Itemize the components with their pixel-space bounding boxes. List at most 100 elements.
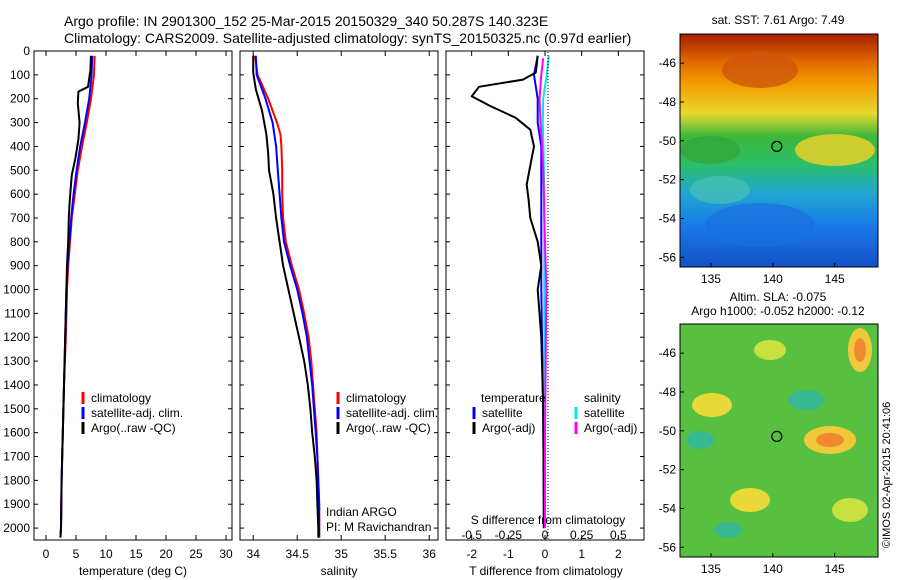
series-line-blue (254, 55, 321, 538)
legend-label-s-argo: Argo(-adj) (584, 421, 637, 435)
difference-legend: temperature salinity satellite Argo(-adj… (472, 391, 637, 435)
legend-label-argo: Argo(..raw -QC) (346, 421, 431, 435)
y-tick-label: 1600 (3, 426, 30, 440)
x-tick-label: -2 (466, 547, 477, 561)
header-line1: Argo profile: IN 2901300_152 25-Mar-2015… (64, 13, 548, 29)
t-difference-axis-label: T difference from climatology (469, 564, 623, 578)
x-tick-label: 34.5 (286, 547, 310, 561)
legend-label-t-argo: Argo(-adj) (482, 421, 535, 435)
sst-map-title: sat. SST: 7.61 Argo: 7.49 (712, 13, 845, 27)
map-y-tick-label: -54 (659, 211, 677, 225)
difference-series (470, 55, 550, 529)
x-tick-label: 34 (247, 547, 261, 561)
map-y-tick-label: -46 (659, 346, 677, 360)
legend-label-argo: Argo(..raw -QC) (91, 421, 176, 435)
map-x-tick-label: 140 (763, 562, 783, 576)
series-line-black (252, 55, 320, 538)
map-x-tick-label: 145 (825, 562, 845, 576)
x-tick-label: 5 (73, 547, 80, 561)
legend-label-satellite: satellite-adj. clim. (91, 406, 183, 420)
sst-cool-patch (690, 176, 750, 204)
annotation-line1: Indian ARGO (326, 505, 397, 519)
x-tick-label: -1 (503, 547, 514, 561)
map-y-tick-label: -54 (659, 501, 677, 515)
legend-label-t-satellite: satellite (482, 406, 523, 420)
y-tick-label: 1000 (3, 283, 30, 297)
s-tick-label: -0.25 (495, 528, 523, 542)
sst-argo-marker (771, 140, 783, 152)
y-tick-label: 1700 (3, 450, 30, 464)
s-tick-label: 0.5 (610, 528, 627, 542)
x-tick-label: 35 (335, 547, 349, 561)
y-tick-label: 600 (10, 187, 30, 201)
map-y-tick-label: -52 (659, 173, 677, 187)
x-tick-label: 0 (542, 547, 549, 561)
series-line-magenta (538, 58, 548, 529)
x-tick-label: 10 (99, 547, 113, 561)
y-tick-label: 100 (10, 68, 30, 82)
map-y-tick-label: -48 (659, 95, 677, 109)
temperature-plot-frame (33, 50, 233, 541)
y-tick-label: 1100 (4, 306, 30, 320)
y-tick-label: 1200 (3, 330, 30, 344)
sst-map-axes: 135 140 145 -46 -48 -50 -52 -54 -56 (659, 56, 845, 286)
temperature-x-axis: 0 5 10 15 20 25 30 (34, 50, 233, 561)
y-tick-label: 1900 (3, 497, 30, 511)
sla-map-title: Altim. SLA: -0.075 (730, 290, 827, 304)
legend-title-salinity: salinity (584, 391, 621, 405)
sla-low-patch (788, 390, 824, 410)
salinity-plot-frame (239, 50, 439, 541)
sst-warm-patch (795, 134, 875, 166)
legend-label-climatology: climatology (91, 391, 151, 405)
y-tick-label: 1500 (3, 402, 30, 416)
x-tick-label: 35.5 (374, 547, 398, 561)
legend-label-climatology: climatology (346, 391, 406, 405)
legend-title-temperature: temperature (481, 391, 546, 405)
sla-map-frame (679, 323, 879, 558)
y-tick-label: 700 (10, 211, 30, 225)
map-x-tick-label: 135 (701, 272, 721, 286)
map-x-tick-label: 135 (701, 562, 721, 576)
sla-high-patch (692, 393, 732, 417)
s-tick-label: -0.5 (461, 528, 482, 542)
series-line-black (59, 55, 92, 538)
temperature-legend: climatology satellite-adj. clim. Argo(..… (81, 391, 183, 435)
annotation-line2: PI: M Ravichandran (326, 520, 431, 534)
y-tick-label: 1400 (3, 378, 30, 392)
y-tick-label: 800 (10, 235, 30, 249)
y-tick-label: 500 (10, 163, 30, 177)
sla-high-patch (730, 488, 770, 512)
map-y-tick-label: -50 (659, 424, 677, 438)
salinity-x-axis: 34 34.5 35 35.5 36 (240, 50, 438, 561)
y-tick-label: 2000 (3, 521, 30, 535)
salinity-axis-label: salinity (321, 564, 358, 578)
sla-map-subtitle: Argo h1000: -0.052 h2000: -0.12 (691, 304, 865, 318)
x-tick-label: 25 (189, 547, 203, 561)
difference-x-axis: -2 -1 0 1 2 -0.5 -0.25 0 0.25 0.5 (446, 50, 644, 561)
x-tick-label: 36 (423, 547, 437, 561)
map-y-tick-label: -48 (659, 385, 677, 399)
x-tick-label: 1 (578, 547, 585, 561)
map-y-tick-label: -52 (659, 463, 677, 477)
s-tick-label: 0 (542, 528, 549, 542)
sla-high-patch (832, 498, 868, 522)
map-x-tick-label: 140 (763, 272, 783, 286)
salinity-series (252, 55, 321, 538)
series-line-blue (59, 55, 94, 538)
y-tick-label: 1300 (3, 354, 30, 368)
y-tick-label: 200 (10, 92, 30, 106)
s-tick-label: 0.25 (570, 528, 594, 542)
salinity-legend: climatology satellite-adj. clim. Argo(..… (336, 391, 438, 435)
series-line-black (470, 55, 545, 529)
map-y-tick-label: -50 (659, 134, 677, 148)
sla-high-patch (754, 340, 786, 360)
y-tick-label: 400 (10, 139, 30, 153)
y-tick-label: 1800 (3, 473, 30, 487)
y-tick-label: 0 (23, 44, 30, 58)
sla-high-patch (816, 433, 844, 447)
temperature-axis-label: temperature (deg C) (79, 564, 187, 578)
map-y-tick-label: -56 (659, 250, 677, 264)
map-y-tick-label: -46 (659, 56, 677, 70)
y-tick-label: 900 (10, 259, 30, 273)
